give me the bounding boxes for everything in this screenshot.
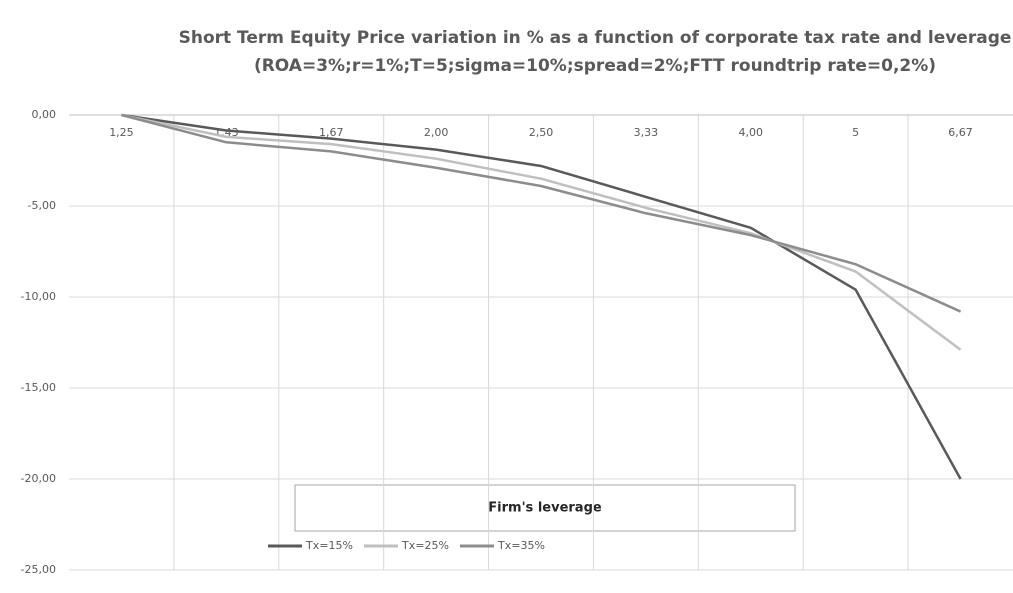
- x-tick-label: 3,33: [634, 126, 659, 139]
- x-tick-label: 1,67: [319, 126, 344, 139]
- y-tick-label: -20,00: [21, 472, 56, 485]
- axis-title-box: [294, 484, 796, 532]
- series-line: [121, 113, 962, 313]
- legend-label: Tx=25%: [401, 539, 449, 552]
- legend-label: Tx=15%: [305, 539, 353, 552]
- y-tick-label: -5,00: [28, 199, 56, 212]
- series-line: [121, 113, 962, 351]
- x-tick-label: 4,00: [739, 126, 764, 139]
- legend-label: Tx=35%: [497, 539, 545, 552]
- x-axis-title: Firm's leverage: [488, 501, 602, 516]
- y-tick-label: 0,00: [32, 108, 57, 121]
- x-tick-label: 5: [852, 126, 859, 139]
- x-tick-label: 2,00: [424, 126, 449, 139]
- chart-title: Short Term Equity Price variation in % a…: [179, 28, 1012, 48]
- series-line: [121, 113, 962, 480]
- x-tick-label: 1,25: [109, 126, 134, 139]
- y-tick-label: -15,00: [21, 381, 56, 394]
- chart-subtitle: (ROA=3%;r=1%;T=5;sigma=10%;spread=2%;FTT…: [254, 56, 936, 76]
- y-tick-label: -10,00: [21, 290, 56, 303]
- y-tick-label: -25,00: [21, 563, 56, 576]
- x-tick-label: 2,50: [529, 126, 554, 139]
- x-tick-label: 6,67: [948, 126, 973, 139]
